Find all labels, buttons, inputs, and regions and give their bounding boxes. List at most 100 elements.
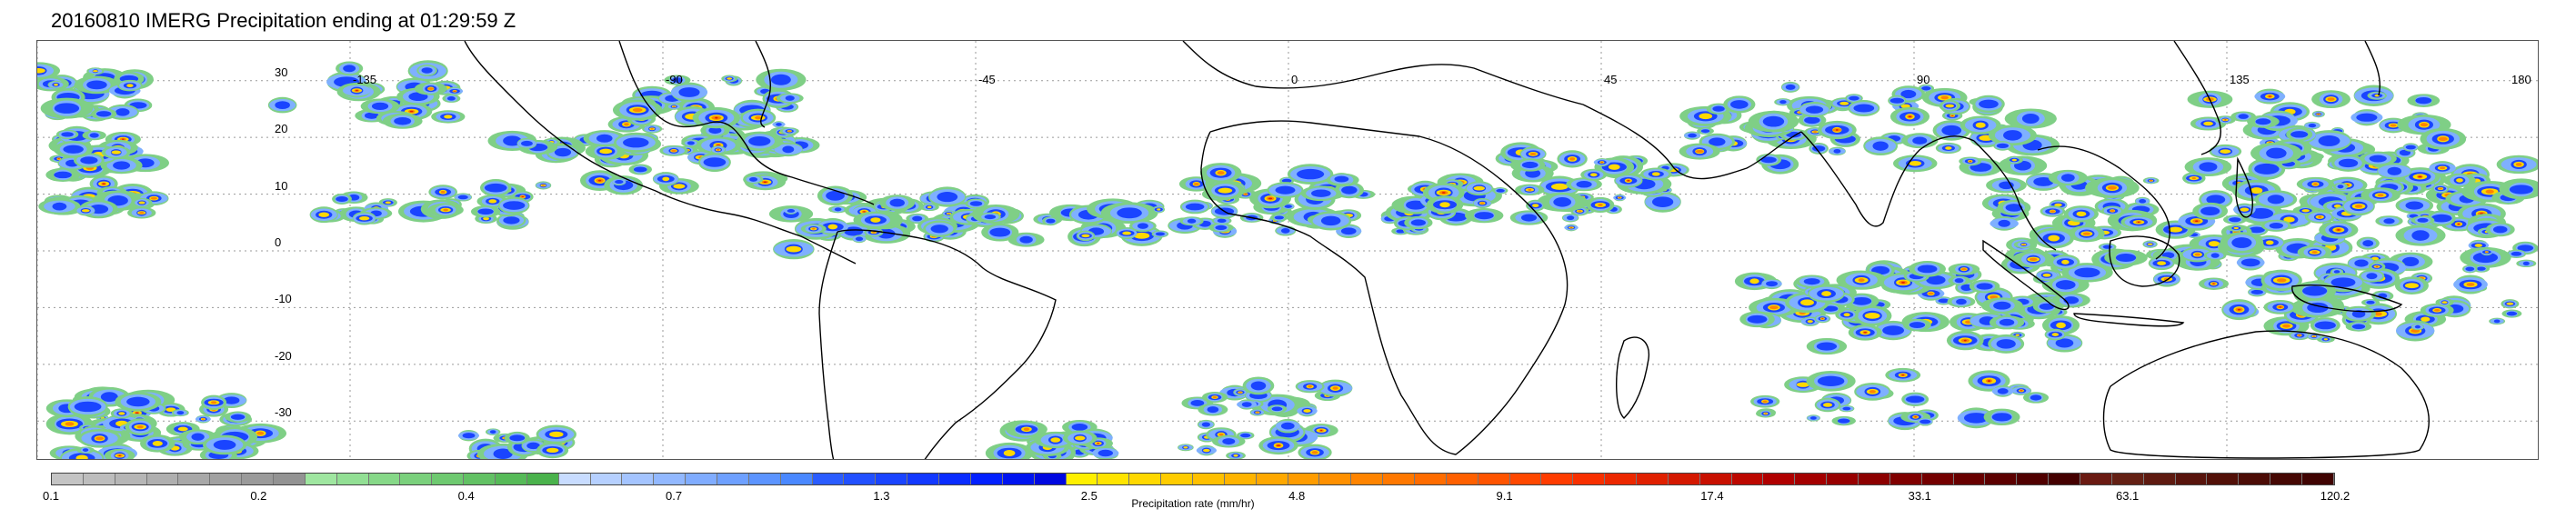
colorbar-swatch xyxy=(1478,474,1510,484)
precip-cell xyxy=(870,217,881,223)
precip-cell xyxy=(1280,228,1290,234)
latitude-label: -20 xyxy=(275,348,292,363)
colorbar-tick-label: 9.1 xyxy=(1496,489,1513,503)
precip-cell xyxy=(2492,225,2508,234)
map-title: 20160810 IMERG Precipitation ending at 0… xyxy=(51,9,516,32)
precip-cell xyxy=(1268,197,1273,200)
longitude-label: 0 xyxy=(1291,73,1298,86)
colorbar-tick-label: 1.3 xyxy=(873,489,890,503)
precip-cell xyxy=(2509,185,2533,195)
colorbar-tick-label: 33.1 xyxy=(1908,489,1931,503)
precip-cell xyxy=(2005,204,2023,212)
precip-cell xyxy=(2029,257,2038,261)
precip-cell xyxy=(2318,135,2340,146)
precip-cell xyxy=(1619,197,1620,198)
precip-cell xyxy=(82,448,89,452)
precip-cell xyxy=(80,156,98,165)
precip-cell xyxy=(2254,163,2280,175)
precip-cell xyxy=(2276,278,2287,283)
precip-cell xyxy=(2042,273,2051,277)
precip-cell xyxy=(717,149,719,151)
precip-cell xyxy=(1993,301,2011,310)
precip-cell xyxy=(1003,450,1016,456)
colorbar-swatch xyxy=(1636,474,1669,484)
precip-cell xyxy=(1529,152,1537,155)
precip-cell xyxy=(1567,215,1575,221)
precip-cell xyxy=(100,392,118,403)
precip-cell xyxy=(2318,114,2320,115)
precip-cell xyxy=(2418,175,2422,178)
precip-cell xyxy=(827,224,838,230)
precip-cell xyxy=(1938,298,1950,304)
precip-cell xyxy=(1081,234,1090,238)
colorbar-swatch xyxy=(526,474,559,484)
precip-cell xyxy=(947,213,950,215)
colorbar-swatch xyxy=(305,474,337,484)
precip-cell xyxy=(1439,202,1450,208)
precip-cell xyxy=(1912,136,1928,145)
precip-cell xyxy=(521,195,525,197)
precip-cell xyxy=(1864,313,1880,319)
precip-cell xyxy=(834,207,842,212)
precip-cell xyxy=(1945,146,1952,150)
precip-cell xyxy=(1521,161,1539,169)
precip-cell xyxy=(787,130,792,133)
precip-cell xyxy=(2466,283,2475,286)
precip-cell xyxy=(2405,201,2424,210)
colorbar-swatch xyxy=(717,474,749,484)
precip-cell xyxy=(118,412,125,415)
precip-cell xyxy=(152,440,163,446)
precip-cell xyxy=(1996,143,2010,149)
precip-cell xyxy=(1281,178,1292,184)
precip-cell xyxy=(2157,261,2167,265)
precip-cell xyxy=(1202,448,1210,453)
precip-cell xyxy=(1241,402,1252,407)
precip-cell xyxy=(2168,226,2183,233)
precip-cell xyxy=(1803,278,1820,285)
precip-cell xyxy=(52,202,67,211)
precip-cell xyxy=(2208,241,2220,247)
precip-cell xyxy=(223,396,240,404)
precip-cell xyxy=(1905,395,1925,404)
precip-cell xyxy=(1297,168,1325,180)
precip-cell xyxy=(2051,333,2060,336)
precip-cell xyxy=(1046,218,1056,224)
colorbar-swatch xyxy=(1858,474,1890,484)
precip-cell xyxy=(1320,430,1323,432)
precip-cell xyxy=(1833,148,1841,154)
precip-cell xyxy=(927,205,932,209)
precip-cell xyxy=(89,133,99,138)
colorbar-swatch xyxy=(1731,474,1764,484)
colorbar-swatch xyxy=(970,474,1003,484)
precip-cell xyxy=(2351,324,2366,329)
precip-cell xyxy=(1809,416,1817,420)
precip-cell xyxy=(1709,137,1726,146)
coastline-southeast-asia xyxy=(1973,140,2170,260)
precip-cell xyxy=(2376,265,2378,267)
precip-cell xyxy=(1749,278,1759,284)
precip-cell xyxy=(2290,131,2309,138)
precip-cell xyxy=(1842,406,1851,411)
precip-cell xyxy=(493,448,513,459)
precip-cell xyxy=(1998,219,2010,227)
precip-cell xyxy=(748,136,771,146)
precip-cell xyxy=(2266,147,2287,159)
precip-cell xyxy=(748,177,758,182)
precip-cell xyxy=(1250,381,1267,391)
precip-cell xyxy=(318,212,330,217)
precip-cell xyxy=(727,77,733,80)
precip-cell xyxy=(2082,232,2091,235)
precip-cell xyxy=(2248,226,2265,234)
precip-cell xyxy=(1332,386,1338,390)
precip-cell xyxy=(2020,390,2022,392)
precip-cell xyxy=(2421,316,2431,322)
precip-cell xyxy=(2383,218,2395,225)
precip-cell xyxy=(2210,253,2220,258)
precip-cell xyxy=(1926,275,1946,285)
precip-cell xyxy=(1406,200,1426,210)
precip-cell xyxy=(1532,204,1539,208)
colorbar-swatch xyxy=(146,474,179,484)
coastline-arabia xyxy=(1582,104,1802,180)
precip-cell xyxy=(2405,145,2416,150)
latitude-label: 20 xyxy=(275,122,288,136)
